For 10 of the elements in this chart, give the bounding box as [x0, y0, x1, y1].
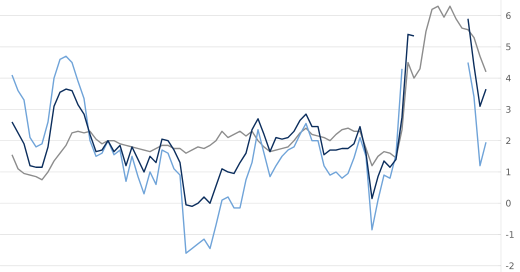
y-tick-label: 2: [506, 137, 510, 144]
y-tick-label: 0: [506, 200, 511, 207]
y-tick-label: -2: [506, 262, 514, 270]
y-tick-label: -1: [506, 231, 514, 238]
y-tick-label: 6: [506, 12, 511, 20]
y-tick-label: 4: [506, 74, 511, 82]
line-series: [11, 6, 487, 180]
y-tick-label: 3: [506, 106, 511, 113]
y-tick-label: 5: [506, 44, 510, 50]
y-tick-label: 1: [506, 168, 510, 176]
